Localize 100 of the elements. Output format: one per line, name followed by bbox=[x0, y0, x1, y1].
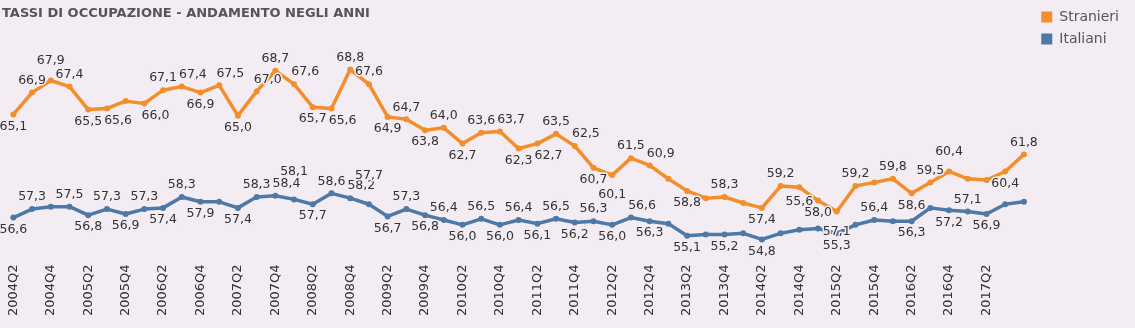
x-tick-label: 2015Q2 bbox=[828, 264, 844, 317]
point bbox=[291, 81, 298, 88]
data-label: 58,3 bbox=[242, 176, 271, 192]
data-label: 63,5 bbox=[542, 113, 570, 129]
data-label: 66,0 bbox=[141, 106, 170, 122]
point bbox=[889, 175, 896, 182]
point bbox=[946, 207, 953, 214]
point bbox=[47, 203, 54, 210]
data-label: 65,5 bbox=[74, 112, 103, 128]
point bbox=[347, 66, 354, 73]
x-tick-label: 2004Q4 bbox=[42, 264, 58, 317]
point bbox=[328, 105, 335, 112]
data-label: 58,6 bbox=[897, 196, 926, 212]
point bbox=[496, 128, 503, 135]
data-label: 56,8 bbox=[411, 218, 440, 234]
data-label: 56,4 bbox=[429, 199, 458, 215]
legend-label: Stranieri bbox=[1059, 7, 1119, 24]
point bbox=[702, 195, 709, 202]
point bbox=[178, 83, 185, 90]
point bbox=[459, 140, 466, 147]
point bbox=[160, 87, 167, 94]
point bbox=[534, 220, 541, 227]
data-label: 58,1 bbox=[280, 162, 308, 178]
x-tick-label: 2006Q4 bbox=[191, 264, 207, 317]
point bbox=[422, 212, 429, 219]
data-label: 56,3 bbox=[635, 224, 664, 240]
point bbox=[384, 213, 391, 220]
point bbox=[1020, 198, 1027, 205]
x-tick-label: 2010Q2 bbox=[453, 264, 469, 317]
data-label: 68,8 bbox=[336, 48, 365, 64]
point bbox=[983, 176, 990, 183]
x-tick-label: 2005Q4 bbox=[117, 264, 133, 317]
point bbox=[309, 104, 316, 111]
x-tick-label: 2007Q4 bbox=[266, 264, 282, 317]
data-label: 56,1 bbox=[523, 226, 552, 242]
data-label: 59,2 bbox=[841, 165, 870, 181]
data-label: 64,0 bbox=[429, 107, 458, 123]
data-label: 56,5 bbox=[542, 198, 570, 214]
point bbox=[141, 100, 148, 107]
data-label: 56,0 bbox=[598, 228, 627, 244]
data-label: 60,4 bbox=[991, 174, 1020, 190]
data-label: 65,7 bbox=[298, 110, 327, 126]
point bbox=[665, 175, 672, 182]
data-label: 55,2 bbox=[710, 237, 739, 253]
data-label: 57,9 bbox=[186, 205, 215, 221]
data-label: 60,9 bbox=[646, 144, 675, 160]
data-label: 57,3 bbox=[93, 188, 121, 204]
point bbox=[946, 168, 953, 175]
point bbox=[384, 113, 391, 120]
data-label: 56,0 bbox=[486, 228, 514, 244]
point bbox=[365, 201, 372, 208]
data-label: 55,1 bbox=[673, 239, 701, 255]
point bbox=[178, 193, 185, 200]
data-label: 58,8 bbox=[673, 194, 702, 210]
point bbox=[702, 231, 709, 238]
point bbox=[796, 226, 803, 233]
data-label: 58,6 bbox=[317, 172, 346, 188]
x-tick-label: 2014Q4 bbox=[790, 264, 806, 317]
x-tick-label: 2016Q4 bbox=[940, 264, 956, 317]
point bbox=[796, 184, 803, 191]
x-tick-label: 2005Q2 bbox=[79, 264, 95, 317]
data-label: 57,4 bbox=[224, 211, 252, 227]
point bbox=[889, 218, 896, 225]
point bbox=[103, 206, 110, 213]
point bbox=[160, 204, 167, 211]
point bbox=[1002, 201, 1009, 208]
data-label: 65,1 bbox=[0, 117, 28, 133]
data-label: 59,2 bbox=[766, 165, 795, 181]
x-tick-label: 2006Q2 bbox=[154, 264, 170, 317]
data-label: 67,4 bbox=[55, 65, 84, 81]
data-label: 56,0 bbox=[448, 228, 477, 244]
data-label: 57,2 bbox=[935, 213, 963, 229]
x-tick-label: 2014Q2 bbox=[753, 264, 769, 317]
data-label: 66,9 bbox=[18, 71, 47, 87]
point bbox=[740, 200, 747, 207]
point bbox=[627, 214, 634, 221]
point bbox=[571, 143, 578, 150]
data-label: 56,9 bbox=[972, 217, 1001, 233]
point bbox=[197, 198, 204, 205]
data-label: 65,6 bbox=[328, 111, 357, 127]
point bbox=[197, 89, 204, 96]
legend-label: Italiani bbox=[1059, 29, 1107, 46]
point bbox=[122, 210, 129, 217]
point bbox=[833, 208, 840, 215]
data-label: 67,1 bbox=[149, 69, 177, 85]
point bbox=[964, 175, 971, 182]
x-tick-label: 2017Q2 bbox=[977, 264, 993, 317]
data-label: 57,3 bbox=[130, 188, 159, 204]
point bbox=[815, 225, 822, 232]
x-tick-label: 2007Q2 bbox=[229, 264, 245, 317]
x-tick-label: 2012Q2 bbox=[603, 264, 619, 317]
point bbox=[1020, 151, 1027, 158]
point bbox=[777, 183, 784, 190]
point bbox=[440, 217, 447, 224]
point bbox=[852, 183, 859, 190]
x-tick-label: 2004Q2 bbox=[4, 264, 20, 317]
data-label: 62,7 bbox=[534, 146, 563, 162]
data-label: 57,5 bbox=[55, 185, 84, 201]
data-label: 59,5 bbox=[916, 161, 945, 177]
data-label: 58,3 bbox=[710, 176, 739, 192]
